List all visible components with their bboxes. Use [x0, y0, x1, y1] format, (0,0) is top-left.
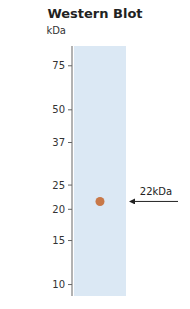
- tick-label: 15: [52, 235, 65, 246]
- tick-label: 10: [52, 279, 65, 290]
- annotation: 22kDa: [140, 186, 172, 197]
- tick-label: 50: [52, 104, 65, 115]
- tick-label: 37: [52, 137, 65, 148]
- tick: [68, 65, 72, 66]
- title: Western Blot: [47, 6, 142, 21]
- lane: [74, 46, 126, 296]
- tick: [68, 109, 72, 110]
- tick-label: 20: [52, 204, 65, 215]
- tick-label: 25: [52, 180, 65, 191]
- tick-label: 75: [52, 60, 65, 71]
- tick: [68, 284, 72, 285]
- tick: [68, 142, 72, 143]
- tick: [68, 240, 72, 241]
- band: [96, 197, 105, 206]
- tick: [68, 209, 72, 210]
- tick: [68, 185, 72, 186]
- annotation-arrow: [130, 201, 178, 202]
- axis-label: kDa: [46, 25, 66, 36]
- chart: Western Blot kDa 75 50 37 25 20 15 10 22kDa: [0, 0, 190, 309]
- marks: [96, 197, 105, 206]
- y-axis: [72, 46, 73, 296]
